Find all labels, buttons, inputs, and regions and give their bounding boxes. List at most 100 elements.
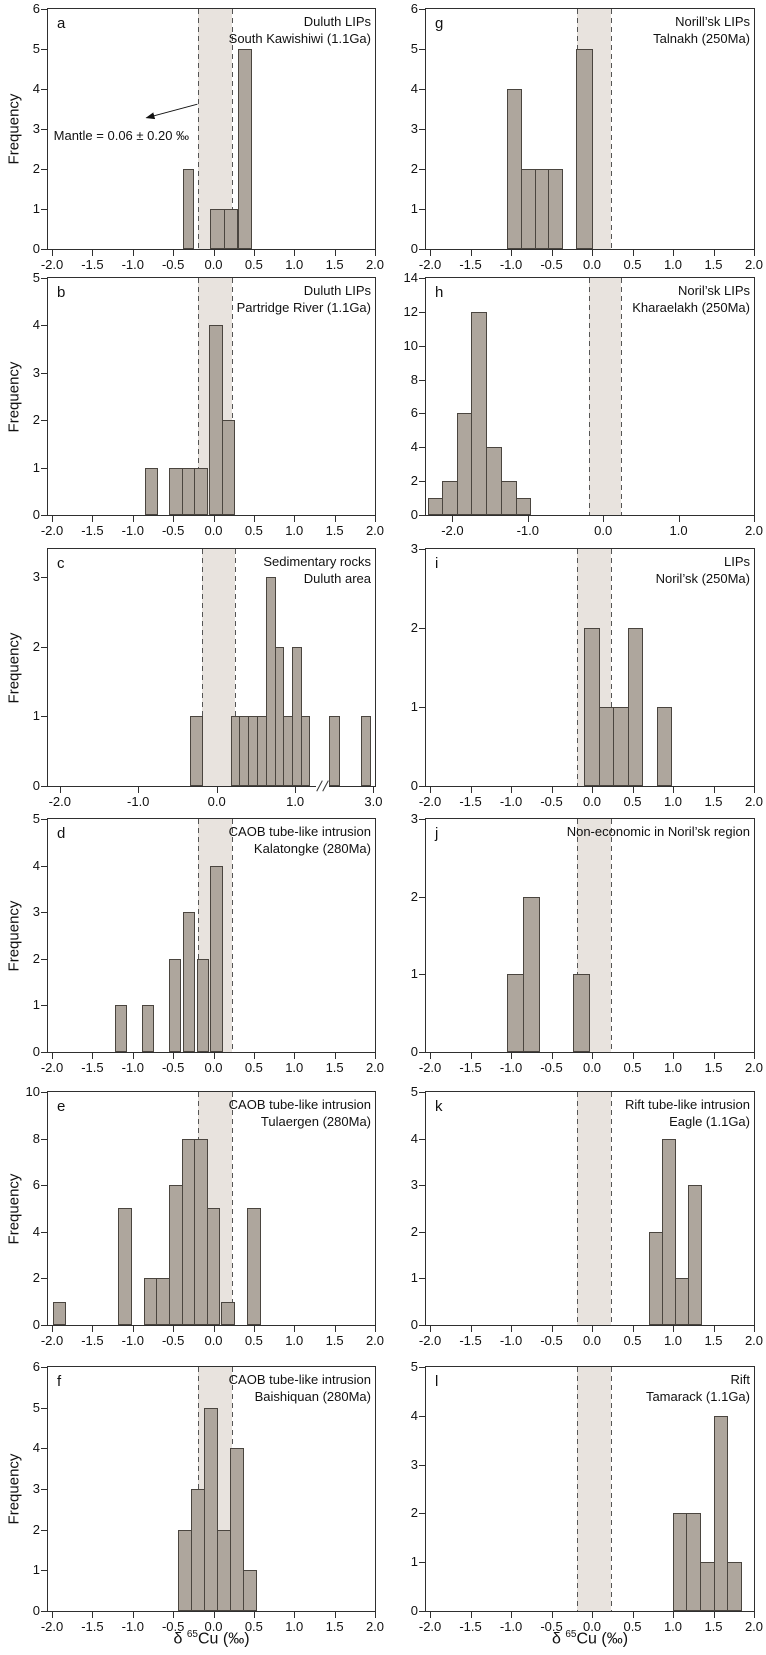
- y-tick-label: 8: [410, 371, 418, 387]
- histogram-bar: [221, 1302, 235, 1325]
- panel-title: Duluth LIPs Partridge River (1.1Ga): [237, 282, 371, 316]
- histogram-bar: [727, 1562, 742, 1611]
- y-tick-label: 1: [32, 1562, 40, 1578]
- x-tick-mark: [375, 250, 376, 256]
- x-tick-mark: [52, 516, 54, 522]
- y-tick-mark: [419, 1138, 425, 1140]
- histogram-bar: [210, 866, 223, 1052]
- x-tick-mark: [173, 516, 175, 522]
- y-tick-mark: [41, 1092, 47, 1093]
- x-tick-label: -0.5: [161, 1060, 185, 1075]
- y-tick-mark: [419, 1052, 425, 1053]
- x-tick-label: -0.5: [540, 1333, 563, 1348]
- panel-e: 0 2 4 6 8 10 -2.0 -1.5 -1.0 -0.5 0.0 0.5 1.0 1.5 2.0 e C…: [26, 1084, 385, 1348]
- histogram-bar: [507, 89, 522, 249]
- panel-title: Sedimentary rocks Duluth area: [263, 553, 371, 587]
- x-axis-title-isotope: 65: [565, 1629, 577, 1640]
- mantle-band: [201, 549, 235, 786]
- y-tick-mark: [419, 974, 425, 976]
- histogram-bar: [209, 325, 223, 515]
- y-tick-mark: [419, 515, 425, 516]
- x-tick-label: 0.0: [204, 523, 223, 538]
- y-tick-label: 1: [32, 997, 40, 1013]
- y-tick-mark: [41, 1367, 47, 1368]
- x-tick-label: -0.5: [540, 1619, 563, 1634]
- x-tick-mark: [294, 516, 296, 522]
- y-tick-mark: [41, 467, 47, 469]
- x-tick-label: 1.0: [285, 257, 304, 272]
- x-tick-mark: [294, 1612, 296, 1618]
- x-tick-mark: [52, 1326, 54, 1332]
- histogram-bar: [217, 1530, 231, 1611]
- x-tick-mark: [59, 787, 61, 793]
- y-tick-label: 4: [32, 317, 40, 333]
- y-tick-label: 5: [32, 41, 40, 56]
- y-tick-mark: [41, 716, 47, 718]
- x-tick-label: 0.5: [623, 794, 642, 809]
- y-tick-mark: [41, 1489, 47, 1490]
- y-tick-mark: [41, 1325, 47, 1326]
- y-tick-mark: [41, 786, 47, 787]
- x-tick-label: -1.0: [121, 1333, 144, 1348]
- x-tick-mark: [470, 787, 472, 793]
- mantle-band-dashed-line: [232, 9, 234, 249]
- mantle-band-dashed-line: [201, 549, 203, 786]
- x-tick-mark: [334, 1612, 336, 1618]
- y-tick-mark: [41, 1005, 47, 1007]
- x-tick-label: -2.0: [40, 523, 64, 538]
- y-tick-mark: [41, 1407, 47, 1409]
- x-tick-mark: [253, 1053, 255, 1059]
- x-tick-mark: [92, 1053, 94, 1059]
- y-tick-mark: [41, 169, 47, 170]
- mantle-band-dashed-line: [232, 819, 234, 1052]
- y-tick-label: 0: [410, 1603, 418, 1618]
- x-tick-mark: [754, 1612, 755, 1618]
- y-tick-label: 3: [32, 1481, 40, 1496]
- panel-title-line: Noril’sk LIPs: [677, 283, 750, 298]
- y-tick-label: 0: [410, 778, 418, 793]
- y-tick-mark: [41, 958, 47, 960]
- histogram-bar: [238, 49, 252, 249]
- y-tick-mark: [41, 420, 47, 422]
- x-tick-mark: [173, 250, 175, 256]
- x-tick-mark: [551, 1612, 553, 1618]
- x-tick-label: -0.5: [540, 1060, 563, 1075]
- x-tick-mark: [592, 1612, 594, 1618]
- x-tick-label: -2.0: [40, 1060, 64, 1075]
- histogram-bar: [169, 468, 183, 515]
- x-tick-mark: [430, 787, 432, 793]
- y-tick-label: 10: [403, 337, 418, 353]
- x-axis-title: δ 65Cu (‰): [552, 1629, 628, 1648]
- mantle-band-dashed-line: [588, 278, 590, 515]
- y-tick-mark: [41, 129, 47, 130]
- x-tick-label: 0.0: [594, 523, 613, 538]
- x-tick-label: 0.5: [244, 1333, 263, 1348]
- x-tick-label: 1.5: [704, 794, 723, 809]
- histogram-bar: [486, 447, 502, 515]
- x-tick-mark: [713, 1326, 715, 1332]
- x-tick-label: 0.0: [204, 1060, 223, 1075]
- y-tick-label: 5: [32, 270, 40, 285]
- y-tick-label: 4: [410, 81, 418, 96]
- y-tick-mark: [419, 1562, 425, 1564]
- x-tick-mark: [511, 1326, 513, 1332]
- x-axis-title-delta: δ: [173, 1630, 187, 1648]
- y-tick-label: 0: [410, 1044, 418, 1059]
- y-tick-label: 2: [32, 950, 40, 966]
- y-tick-label: 5: [410, 1084, 418, 1099]
- x-tick-label: 2.0: [365, 1333, 385, 1348]
- y-tick-mark: [419, 209, 425, 210]
- x-tick-label: 0.0: [204, 1333, 223, 1348]
- panel-title-line: Talnakh (250Ma): [653, 31, 750, 46]
- x-tick-mark: [592, 250, 594, 256]
- histogram-bar: [649, 1232, 663, 1325]
- x-tick-label: 1.0: [663, 794, 683, 809]
- x-tick-mark: [673, 787, 674, 793]
- panel-title-line: Non-economic in Noril’sk region: [566, 824, 750, 839]
- x-tick-mark: [551, 250, 553, 256]
- x-tick-label: -2.0: [418, 1060, 442, 1075]
- histogram-bar: [243, 1570, 257, 1611]
- x-tick-mark: [294, 1053, 296, 1059]
- x-tick-mark: [213, 1053, 215, 1059]
- x-tick-mark: [632, 250, 634, 256]
